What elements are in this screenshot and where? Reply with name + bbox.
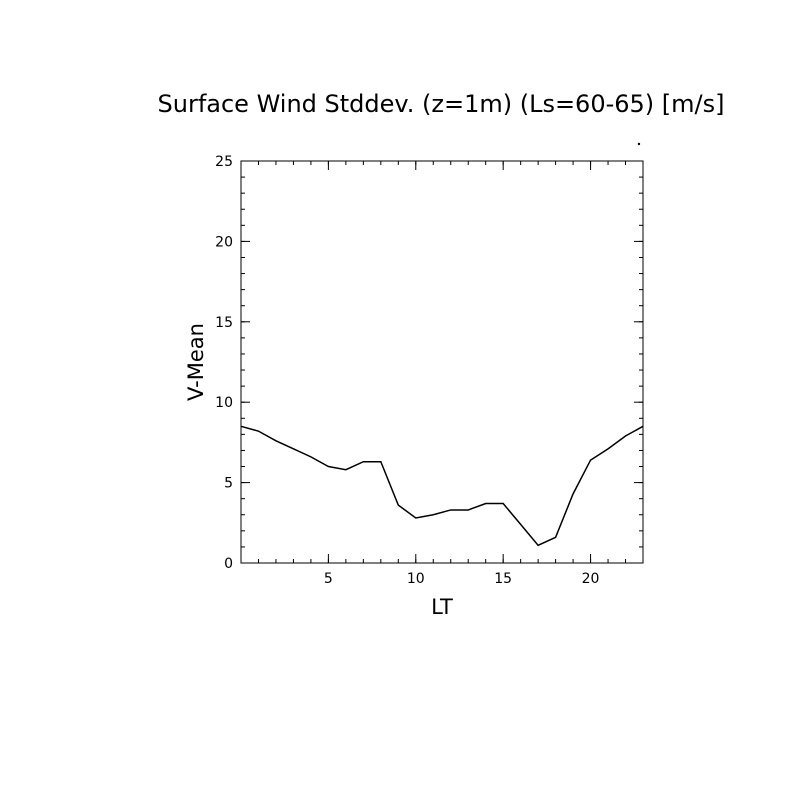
tick-labels: 5 10 15 20 0 5 10 15 20 25 [215, 154, 599, 587]
y-tick-label: 25 [215, 154, 233, 170]
y-tick-label: 0 [224, 556, 233, 572]
x-tick-label: 15 [494, 571, 512, 587]
y-axis-label: V-Mean [184, 323, 208, 401]
series-line [240, 425, 644, 547]
y-tick-label: 20 [215, 234, 233, 250]
x-axis-label: LT [431, 595, 453, 619]
y-tick-label: 10 [215, 395, 233, 411]
x-tick-label: 20 [582, 571, 600, 587]
chart-title: Surface Wind Stddev. (z=1m) (Ls=60-65) [… [158, 90, 725, 118]
y-tick-label: 5 [224, 476, 233, 492]
x-tick-label: 10 [407, 571, 425, 587]
corner-dot [637, 142, 641, 146]
x-tick-label: 5 [324, 571, 333, 587]
y-tick-label: 15 [215, 315, 233, 331]
plot-frame [240, 160, 644, 564]
tick-marks [240, 160, 644, 564]
